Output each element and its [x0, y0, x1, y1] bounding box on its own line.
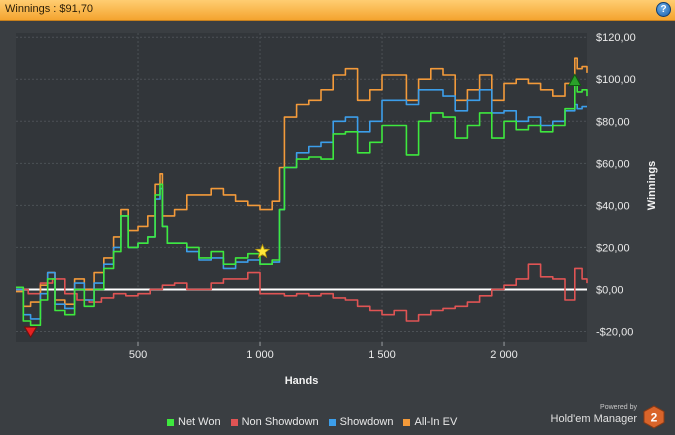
- net-won-line: [16, 82, 588, 326]
- legend: Net Won Non Showdown Showdown All-In EV: [167, 415, 457, 429]
- x-tick-label: 1 500: [368, 349, 396, 361]
- y-tick-label: $60,00: [596, 158, 630, 170]
- legend-swatch-non-showdown: [230, 418, 238, 426]
- legend-item-allin-ev[interactable]: All-In EV: [403, 416, 457, 428]
- allin-ev-line: [16, 57, 588, 308]
- x-axis-label: Hands: [285, 375, 319, 387]
- legend-swatch-allin-ev: [403, 418, 411, 426]
- y-axis-label: Winnings: [646, 161, 658, 210]
- legend-item-non-showdown[interactable]: Non Showdown: [230, 416, 319, 428]
- x-tick-label: 2 000: [490, 349, 518, 361]
- legend-item-showdown[interactable]: Showdown: [328, 416, 394, 428]
- non-showdown-line: [16, 263, 588, 322]
- y-tick-label: $100,00: [596, 74, 636, 86]
- x-tick-label: 1 000: [246, 349, 274, 361]
- window-title: Winnings : $91,70: [5, 3, 94, 15]
- legend-label-allin-ev: All-In EV: [414, 416, 458, 428]
- y-tick-label: $40,00: [596, 200, 630, 212]
- title-bar: Winnings : $91,70 ?: [0, 0, 675, 21]
- brand-name: Hold'em Manager: [550, 413, 637, 425]
- x-tick-label: 500: [129, 349, 147, 361]
- legend-label-non-showdown: Non Showdown: [241, 416, 319, 428]
- min-marker-icon: [23, 326, 38, 339]
- legend-label-showdown: Showdown: [339, 416, 394, 428]
- hem2-logo-icon: 2: [643, 405, 665, 429]
- powered-by-text: Powered by: [600, 404, 637, 411]
- legend-swatch-showdown: [328, 418, 336, 426]
- y-tick-label: $0,00: [596, 284, 624, 296]
- logo-version: 2: [651, 411, 658, 425]
- y-tick-label: $20,00: [596, 242, 630, 254]
- winnings-chart: -$20,00 $0,00 $20,00 $40,00 $60,00 $80,00 $100…: [16, 32, 658, 387]
- help-icon[interactable]: ?: [656, 2, 671, 17]
- legend-swatch-net-won: [167, 418, 174, 426]
- max-marker-icon: [567, 73, 582, 86]
- legend-label-net-won: Net Won: [178, 416, 221, 428]
- legend-item-net-won[interactable]: Net Won: [167, 416, 221, 428]
- y-tick-label: $80,00: [596, 116, 630, 128]
- y-tick-label: -$20,00: [596, 326, 633, 338]
- y-tick-label: $120,00: [596, 32, 636, 44]
- star-marker-icon: [254, 243, 271, 259]
- brand-logo: Powered by Hold'em Manager 2: [551, 404, 667, 430]
